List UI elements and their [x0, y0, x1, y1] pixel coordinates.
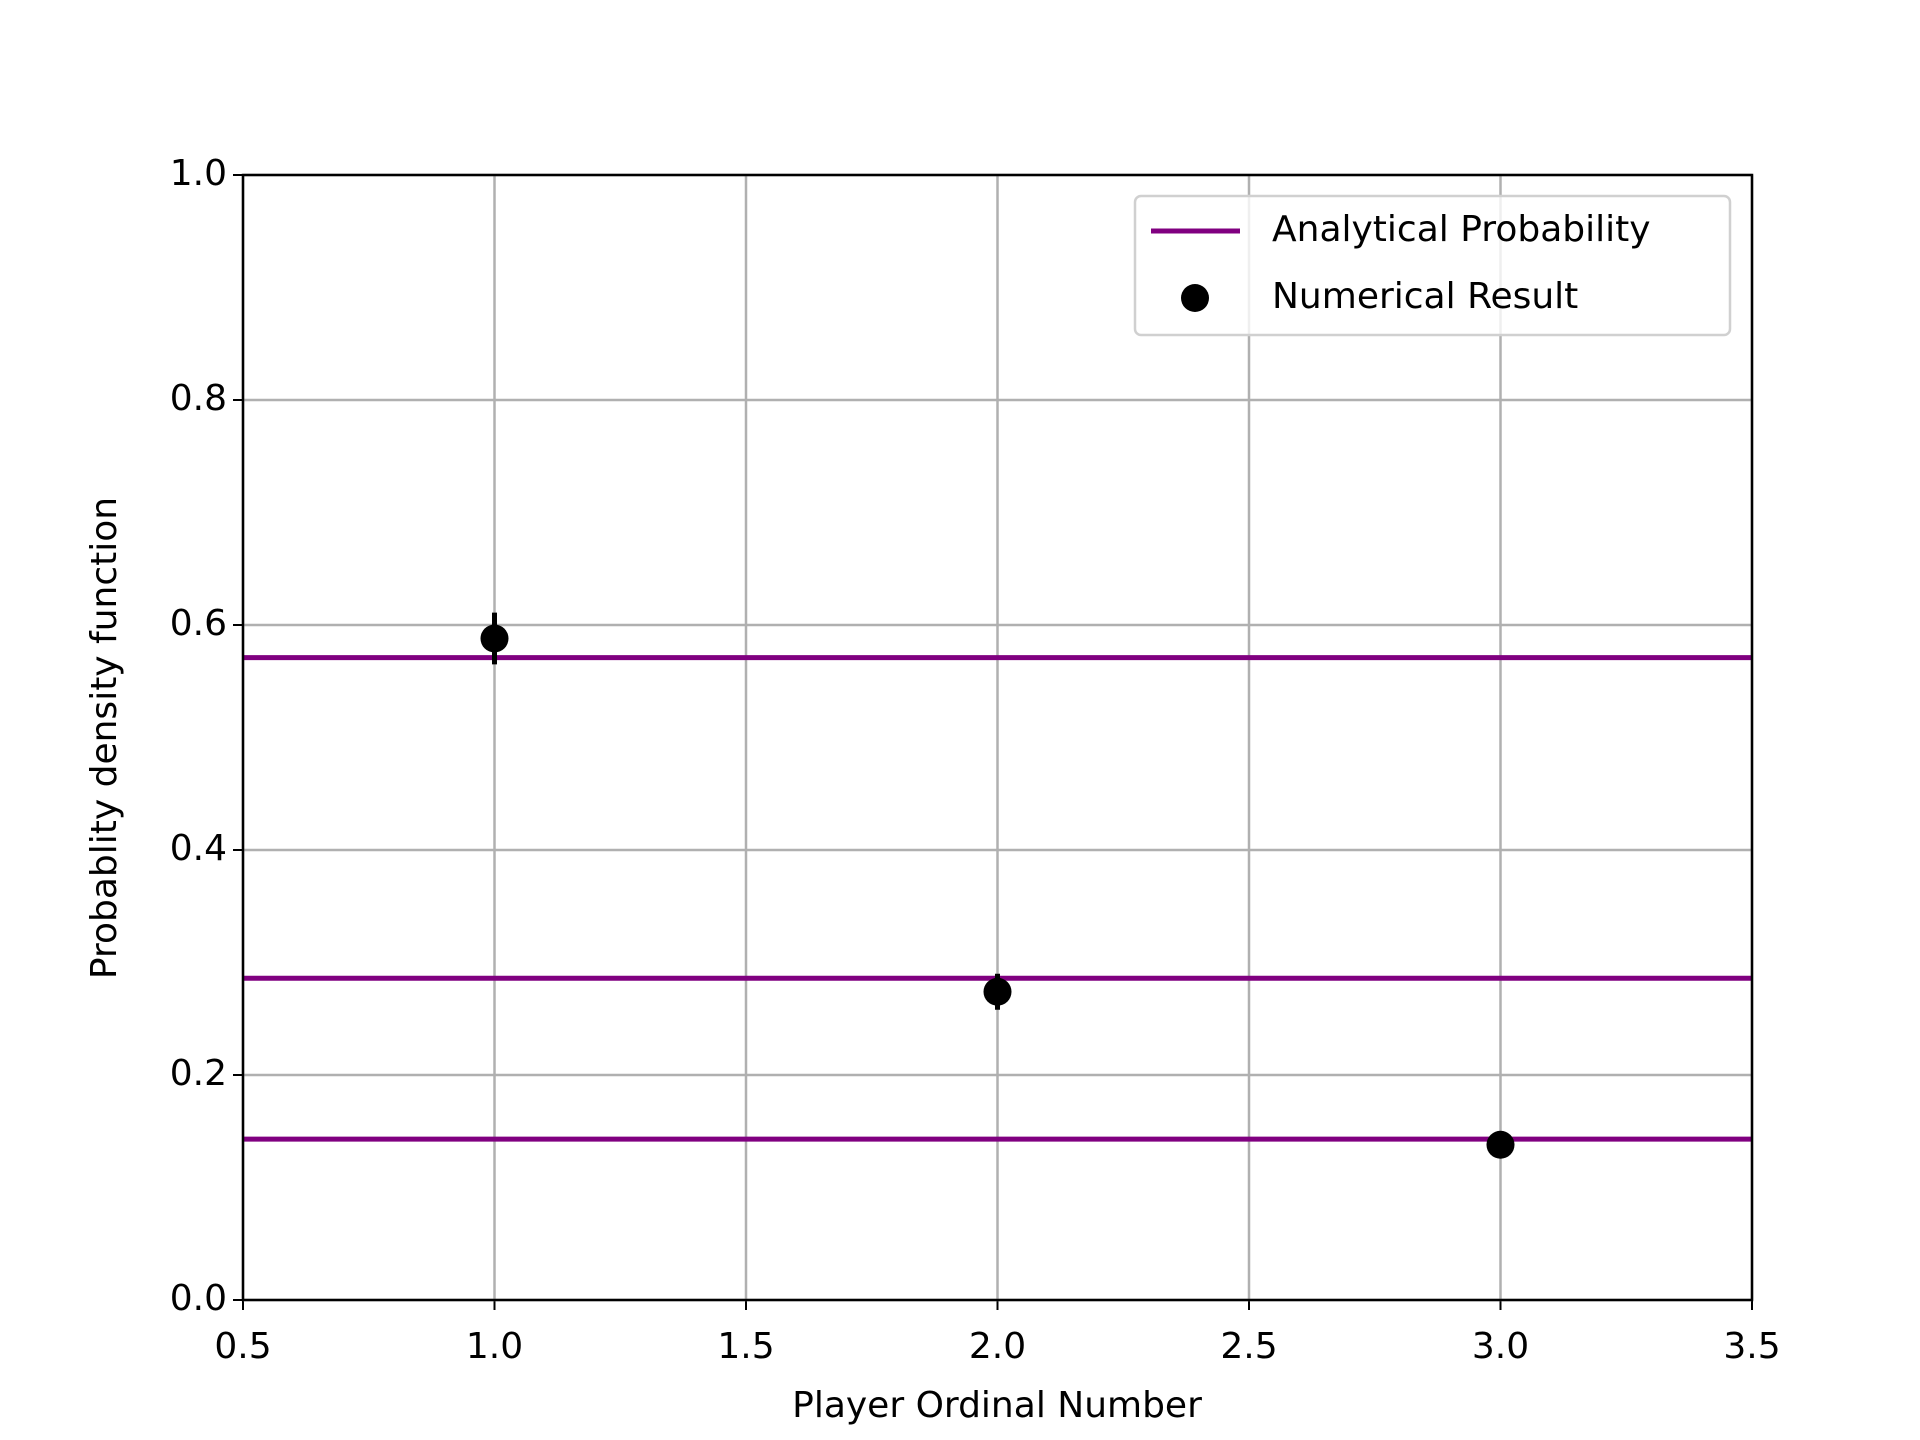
legend-label: Analytical Probability	[1272, 209, 1651, 250]
legend-box	[1133, 194, 1732, 337]
y-tick-label: 0.8	[170, 378, 227, 419]
x-tick-label: 1.5	[717, 1326, 774, 1367]
x-tick-label: 1.0	[466, 1326, 523, 1367]
y-tick-label: 0.2	[170, 1053, 227, 1094]
y-axis-label: Probablity density function	[84, 497, 125, 979]
legend-marker	[1181, 284, 1209, 312]
data-point	[983, 977, 1012, 1006]
data-point	[1486, 1130, 1515, 1159]
y-tick-label: 1.0	[170, 153, 227, 194]
y-tick-label: 0.4	[170, 828, 227, 869]
x-tick-label: 0.5	[214, 1326, 271, 1367]
plot-frame	[241, 173, 1754, 1302]
x-tick-label: 2.0	[969, 1326, 1026, 1367]
y-tick-label: 0.6	[170, 603, 227, 644]
x-axis-label: Player Ordinal Number	[792, 1385, 1202, 1426]
y-tick-label: 0.0	[170, 1278, 227, 1319]
legend-label: Numerical Result	[1272, 276, 1578, 317]
data-point	[480, 624, 509, 653]
x-tick-label: 3.5	[1723, 1326, 1780, 1367]
x-tick-label: 3.0	[1472, 1326, 1529, 1367]
x-tick-label: 2.5	[1220, 1326, 1277, 1367]
